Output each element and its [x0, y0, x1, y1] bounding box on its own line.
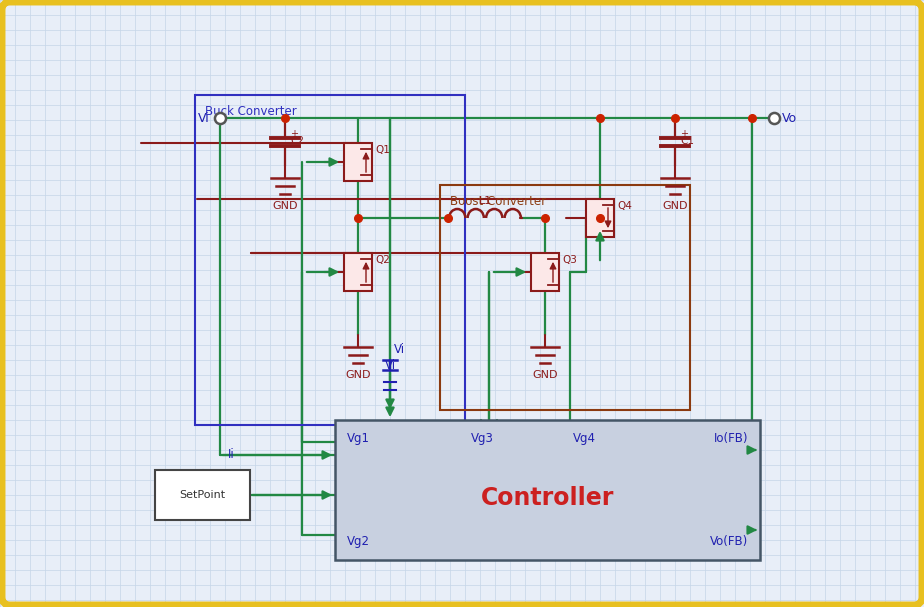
Text: GND: GND — [663, 201, 687, 211]
Bar — [586, 199, 614, 237]
Text: Buck Converter: Buck Converter — [205, 105, 297, 118]
Bar — [195, 95, 465, 425]
Text: Vo(FB): Vo(FB) — [710, 535, 748, 548]
Text: Boost Converter: Boost Converter — [450, 195, 546, 208]
Text: Q4: Q4 — [617, 201, 632, 211]
Text: +: + — [680, 129, 688, 139]
Text: Controller: Controller — [480, 486, 614, 510]
Text: Io(FB): Io(FB) — [713, 432, 748, 445]
Text: Vi: Vi — [199, 112, 210, 124]
Text: Q1: Q1 — [375, 145, 390, 155]
Text: GND: GND — [273, 201, 298, 211]
Text: Vo: Vo — [782, 112, 797, 124]
Text: GND: GND — [346, 370, 371, 380]
Text: Vi: Vi — [384, 359, 395, 372]
Text: C2: C2 — [290, 136, 304, 146]
Bar — [531, 253, 559, 291]
Bar — [335, 420, 760, 560]
Bar — [440, 185, 690, 410]
Text: Ii: Ii — [228, 449, 235, 461]
Text: Vg3: Vg3 — [471, 432, 493, 445]
Bar — [344, 143, 372, 181]
Text: Vg1: Vg1 — [347, 432, 370, 445]
Text: Vi: Vi — [394, 343, 405, 356]
Text: Vg2: Vg2 — [347, 535, 370, 548]
Text: L1: L1 — [479, 196, 492, 206]
Bar — [155, 470, 250, 520]
Text: C1: C1 — [680, 136, 694, 146]
Text: Vg4: Vg4 — [573, 432, 596, 445]
Text: Q2: Q2 — [375, 255, 390, 265]
Text: +: + — [290, 129, 298, 139]
Text: Q3: Q3 — [562, 255, 577, 265]
Text: SetPoint: SetPoint — [179, 490, 225, 500]
Text: GND: GND — [532, 370, 558, 380]
Bar — [344, 253, 372, 291]
